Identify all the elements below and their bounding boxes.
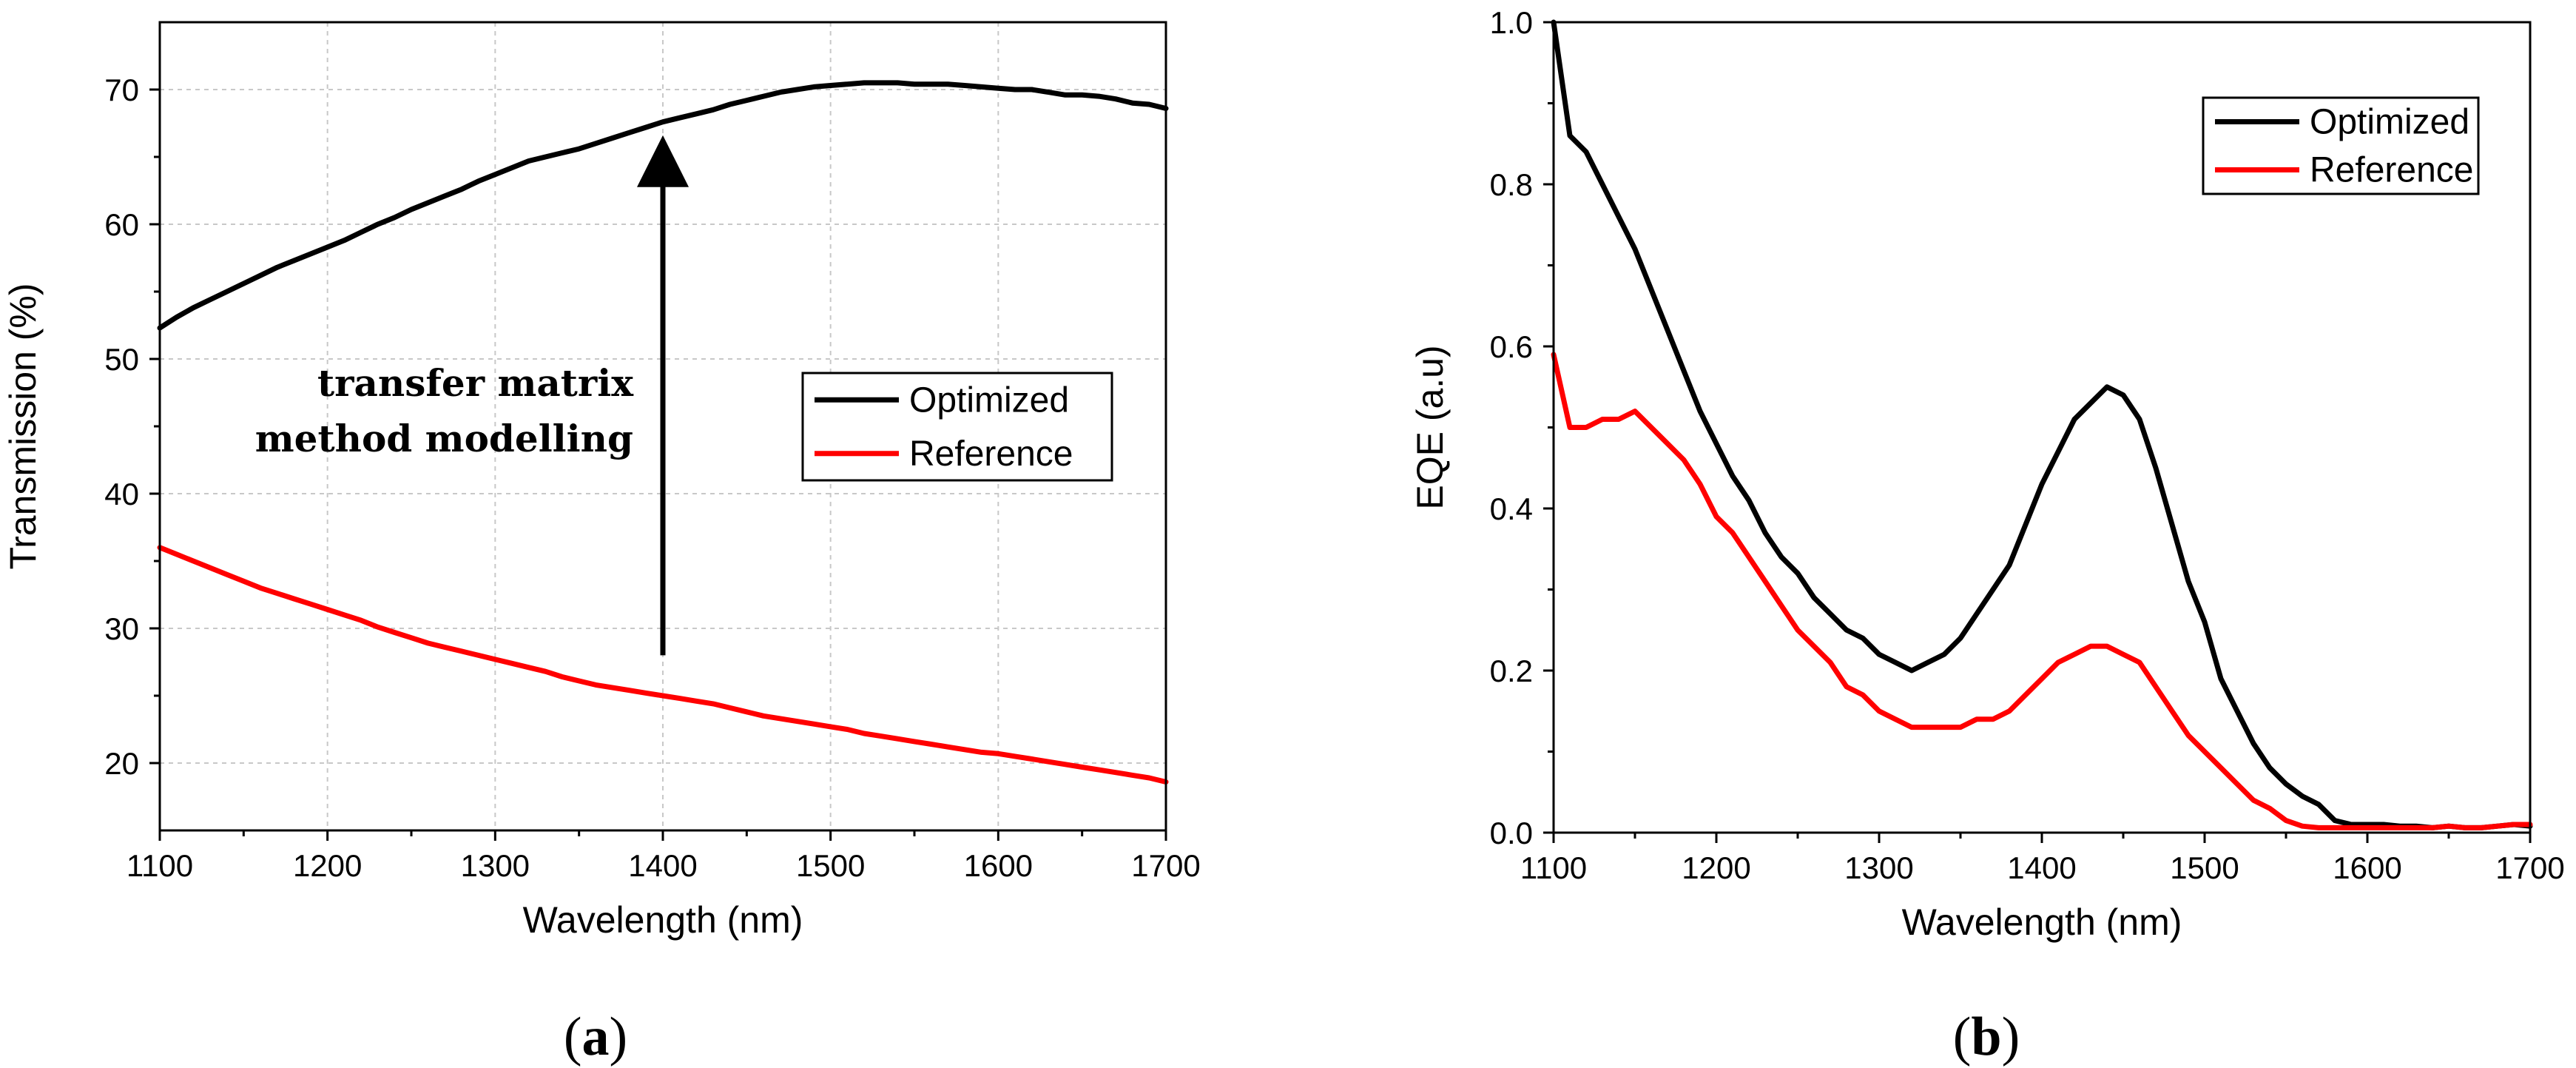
y-axis-title: Transmission (%) (2, 283, 44, 569)
legend-label-reference: Reference (2310, 151, 2473, 190)
y-tick-label: 70 (104, 73, 139, 107)
legend: Optimized Reference (801, 372, 1113, 482)
x-tick-label: 1200 (293, 848, 362, 883)
x-tick-label: 1100 (127, 848, 193, 883)
y-tick-label: 0.2 (1490, 654, 1533, 688)
y-tick-label: 30 (104, 611, 139, 646)
y-tick-label: 50 (104, 342, 139, 377)
series-line-optimized (157, 80, 1169, 331)
legend-label-optimized: Optimized (2310, 103, 2469, 142)
x-axis-title: Wavelength (nm) (1902, 901, 2182, 943)
y-tick-label: 0.6 (1490, 329, 1533, 364)
x-tick-label: 1600 (2333, 850, 2401, 885)
y-tick-label: 0.8 (1490, 167, 1533, 202)
x-tick-label: 1100 (1520, 850, 1587, 885)
y-tick-label: 60 (104, 207, 139, 242)
panel-label-a: (a) (564, 1007, 627, 1067)
x-tick-label: 1300 (461, 848, 530, 883)
y-tick-label: 0.4 (1490, 491, 1533, 526)
legend-label-optimized: Optimized (909, 380, 1069, 420)
annotation-text-line: transfer matrix (317, 361, 634, 405)
legend-label-reference: Reference (909, 434, 1073, 474)
annotation-text-line: method modelling (255, 417, 633, 460)
y-tick-label: 20 (104, 746, 139, 781)
x-tick-label: 1600 (964, 848, 1033, 883)
series-line-reference (157, 545, 1169, 785)
x-axis-title: Wavelength (nm) (523, 899, 803, 941)
x-tick-label: 1500 (2170, 850, 2239, 885)
legend-box (2202, 96, 2480, 195)
x-tick-label: 1700 (2495, 850, 2564, 885)
y-tick-label: 0.0 (1490, 816, 1533, 850)
y-tick-label: 40 (104, 477, 139, 511)
x-tick-label: 1400 (628, 848, 697, 883)
legend-box (801, 372, 1113, 482)
x-tick-label: 1300 (1844, 850, 1913, 885)
x-tick-label: 1200 (1682, 850, 1750, 885)
panel-label-b: (b) (1953, 1007, 2020, 1067)
transmission-chart: 1100 1200 1300 1400 1500 1600 1700 20 30 40 50 60 70… (2, 21, 1201, 941)
legend: Optimized Reference (2202, 96, 2480, 195)
x-tick-label: 1700 (1131, 848, 1200, 883)
series-line-reference (1551, 352, 2533, 830)
eqe-chart: 1100 1200 1300 1400 1500 1600 1700 0.0 0.2 0.4 0.6… (1409, 5, 2565, 943)
y-axis-title: EQE (a.u) (1409, 345, 1451, 509)
series-line-optimized (1551, 19, 2533, 830)
x-tick-label: 1400 (2007, 850, 2076, 885)
y-tick-label: 1.0 (1490, 5, 1533, 40)
x-tick-label: 1500 (796, 848, 865, 883)
